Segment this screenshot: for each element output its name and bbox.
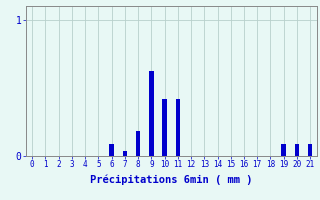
Bar [149, 71, 154, 156]
Bar [109, 144, 114, 156]
Bar [175, 99, 180, 156]
Bar [136, 131, 140, 156]
Bar [295, 144, 299, 156]
Bar [162, 99, 167, 156]
Bar [281, 144, 286, 156]
Bar [308, 144, 313, 156]
X-axis label: Précipitations 6min ( mm ): Précipitations 6min ( mm ) [90, 175, 252, 185]
Bar [123, 151, 127, 156]
